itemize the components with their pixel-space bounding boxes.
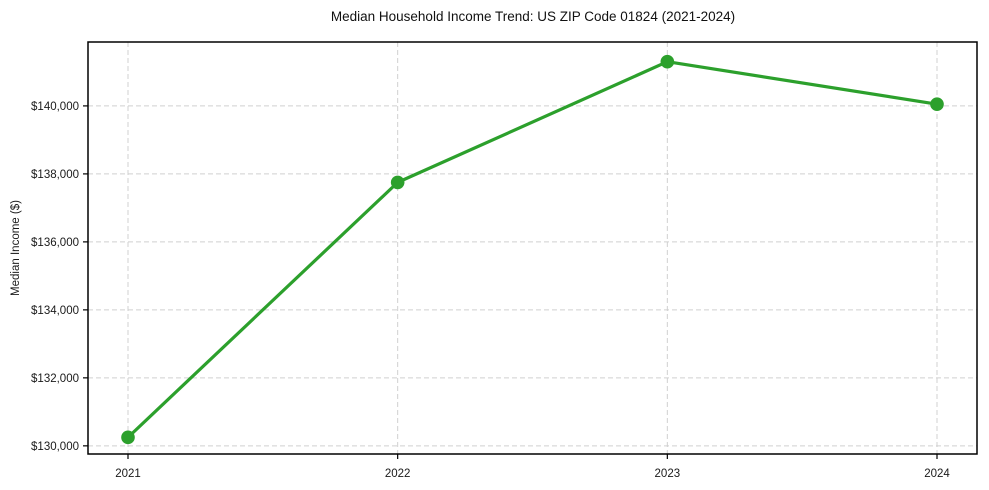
y-tick-label: $136,000 (31, 237, 79, 249)
data-point-marker-2023 (660, 54, 675, 69)
x-tick-label: 2023 (655, 468, 681, 480)
x-tick-label: 2024 (924, 468, 950, 480)
axes-layer: $130,000 $132,000 $134,000 $136,000 $138,000… (31, 41, 978, 480)
y-tick-label: $134,000 (31, 305, 79, 317)
plot-border (87, 41, 978, 455)
series-layer (121, 54, 944, 445)
y-tick-label: $132,000 (31, 373, 79, 385)
y-tick-label: $138,000 (31, 169, 79, 181)
data-point-marker-2024 (930, 97, 944, 112)
y-tick-label: $130,000 (31, 441, 79, 453)
grid-layer (88, 42, 977, 454)
y-tick-label: $140,000 (31, 101, 79, 113)
data-point-marker-2021 (121, 430, 135, 445)
trend-line (126, 60, 939, 439)
y-axis-label: Median Income ($) (10, 200, 22, 296)
x-tick-label: 2021 (115, 468, 141, 480)
x-tick-label: 2022 (385, 468, 411, 480)
data-point-marker-2022 (390, 175, 405, 190)
chart-title: Median Household Income Trend: US ZIP Co… (331, 9, 735, 24)
